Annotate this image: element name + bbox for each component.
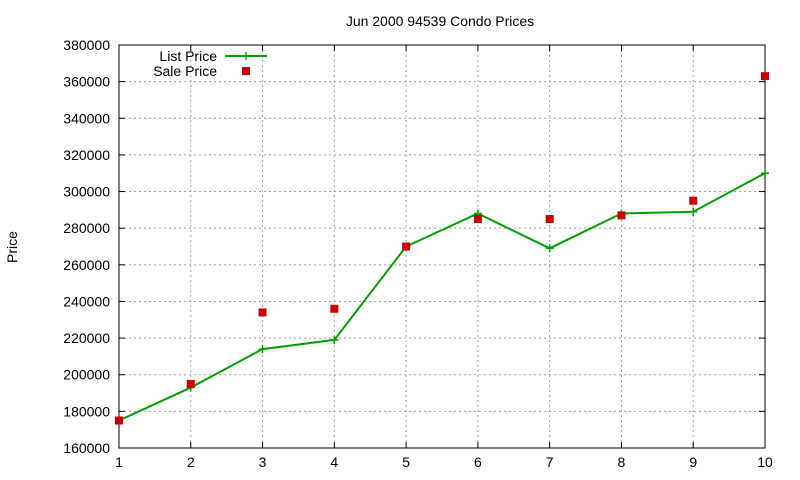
y-axis-label: Price xyxy=(4,231,20,263)
sale-price-point xyxy=(258,308,267,317)
y-tick-label: 240000 xyxy=(63,293,110,309)
sale-price-point xyxy=(330,304,339,313)
sale-price-point xyxy=(545,215,554,224)
legend-square-swatch xyxy=(242,67,250,75)
y-tick-label: 200000 xyxy=(63,367,110,383)
x-tick-label: 6 xyxy=(474,454,482,470)
legend-label: List Price xyxy=(159,48,217,64)
y-tick-label: 320000 xyxy=(63,147,110,163)
list-price-point xyxy=(330,335,339,344)
y-tick-label: 180000 xyxy=(63,403,110,419)
plot-border xyxy=(118,44,766,449)
y-tick-label: 340000 xyxy=(63,110,110,126)
sale-price-point xyxy=(402,242,411,251)
x-tick-label: 4 xyxy=(330,454,338,470)
list-price-point xyxy=(242,52,250,60)
x-tick-label: 9 xyxy=(689,454,697,470)
x-tick-label: 2 xyxy=(187,454,195,470)
list-price-point xyxy=(258,345,267,354)
y-tick-label: 380000 xyxy=(63,37,110,53)
grid xyxy=(119,45,765,448)
sale-price-point xyxy=(689,196,698,205)
sale-price-point xyxy=(115,416,123,425)
y-tick-label: 260000 xyxy=(63,257,110,273)
list-price-point xyxy=(761,169,769,178)
x-tick-label: 3 xyxy=(259,454,267,470)
x-tick-label: 1 xyxy=(115,454,123,470)
x-tick-label: 10 xyxy=(757,454,773,470)
x-tick-label: 5 xyxy=(402,454,410,470)
sale-price-point xyxy=(761,72,769,81)
legend-label: Sale Price xyxy=(153,63,217,79)
sale-price-point xyxy=(473,215,482,224)
sale-price-point xyxy=(186,379,195,388)
y-tick-label: 280000 xyxy=(63,220,110,236)
chart-title: Jun 2000 94539 Condo Prices xyxy=(346,13,534,29)
list-price-point xyxy=(689,207,698,216)
y-tick-label: 300000 xyxy=(63,184,110,200)
series-layer xyxy=(115,72,769,425)
axes: 1 2 3 4 5 6 7 8 9 10 160000 180000 200000 220000 24000… xyxy=(63,37,773,470)
list-price-line xyxy=(118,172,766,422)
y-tick-label: 160000 xyxy=(63,440,110,456)
y-tick-label: 220000 xyxy=(63,330,110,346)
x-tick-label: 7 xyxy=(546,454,554,470)
list-price-point xyxy=(545,244,554,253)
x-tick-label: 8 xyxy=(618,454,626,470)
sale-price-point xyxy=(617,211,626,220)
y-tick-label: 360000 xyxy=(63,74,110,90)
